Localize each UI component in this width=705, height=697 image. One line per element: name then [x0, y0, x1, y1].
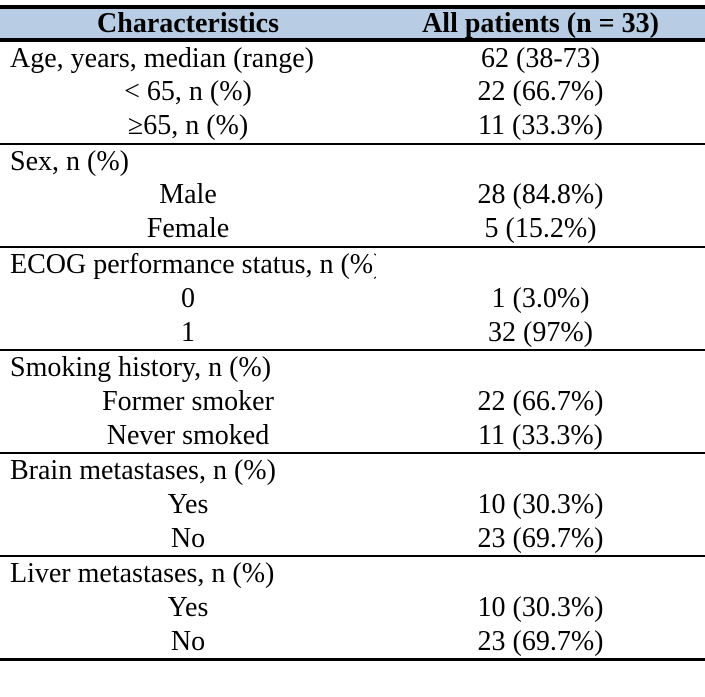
characteristic-cell: Brain metastases, n (%)	[10, 455, 276, 487]
table-row: Sex, n (%)	[0, 144, 705, 178]
value-cell: 10 (30.3%)	[477, 592, 604, 624]
table-row: Liver metastases, n (%)	[0, 556, 705, 590]
value-cell	[376, 453, 705, 487]
characteristic-cell: Liver metastases, n (%)	[10, 558, 275, 590]
value-cell: 1 (3.0%)	[491, 282, 590, 314]
characteristic-cell: Female	[146, 213, 230, 245]
table-row: Male 28 (84.8%)	[0, 178, 705, 212]
characteristic-cell: Male	[159, 179, 217, 211]
table-row: Yes 10 (30.3%)	[0, 487, 705, 521]
value-cell: 32 (97%)	[488, 316, 593, 348]
table-row: < 65, n (%) 22 (66.7%)	[0, 75, 705, 109]
table-row: No 23 (69.7%)	[0, 625, 705, 660]
value-cell	[376, 350, 705, 384]
table-row: Smoking history, n (%)	[0, 350, 705, 384]
column-header-all-patients: All patients (n = 33)	[422, 8, 659, 39]
column-header-characteristics: Characteristics	[97, 8, 279, 39]
table-row: Never smoked 11 (33.3%)	[0, 419, 705, 454]
table-row: 1 32 (97%)	[0, 316, 705, 350]
value-cell	[376, 556, 705, 590]
value-cell: 10 (30.3%)	[477, 488, 604, 520]
value-cell	[376, 144, 705, 178]
table-row: Age, years, median (range) 62 (38-73)	[0, 40, 705, 74]
value-cell	[376, 247, 705, 281]
value-cell: 28 (84.8%)	[477, 179, 604, 211]
table-header-row: Characteristics All patients (n = 33)	[0, 7, 705, 41]
value-cell: 23 (69.7%)	[477, 625, 604, 657]
characteristic-cell: ECOG performance status, n (%)	[10, 248, 376, 280]
table-row: 0 1 (3.0%)	[0, 281, 705, 315]
value-cell: 22 (66.7%)	[477, 76, 604, 108]
table-row: Female 5 (15.2%)	[0, 212, 705, 247]
characteristic-cell: 1	[181, 316, 195, 348]
characteristic-cell: No	[170, 625, 206, 657]
characteristic-cell: Never smoked	[106, 419, 270, 451]
patient-characteristics-table: Characteristics All patients (n = 33) Ag…	[0, 5, 705, 661]
table-row: Former smoker 22 (66.7%)	[0, 384, 705, 418]
value-cell: 62 (38-73)	[481, 42, 600, 74]
characteristic-cell: < 65, n (%)	[124, 76, 252, 108]
characteristic-cell: Yes	[167, 592, 209, 624]
table-row: Yes 10 (30.3%)	[0, 591, 705, 625]
table-row: ECOG performance status, n (%)	[0, 247, 705, 281]
characteristic-cell: Smoking history, n (%)	[10, 351, 272, 383]
table-row: No 23 (69.7%)	[0, 522, 705, 557]
table-row: Brain metastases, n (%)	[0, 453, 705, 487]
characteristic-cell: Age, years, median (range)	[10, 42, 314, 74]
table-row: ≥65, n (%) 11 (33.3%)	[0, 109, 705, 144]
value-cell: 11 (33.3%)	[478, 110, 603, 142]
characteristic-cell: Yes	[167, 488, 209, 520]
characteristic-cell: ≥65, n (%)	[127, 110, 249, 142]
value-cell: 22 (66.7%)	[477, 385, 604, 417]
characteristic-cell: No	[170, 522, 206, 554]
characteristic-cell: 0	[181, 282, 195, 314]
value-cell: 11 (33.3%)	[478, 419, 603, 451]
value-cell: 5 (15.2%)	[484, 213, 597, 245]
characteristic-cell: Former smoker	[102, 385, 274, 417]
value-cell: 23 (69.7%)	[477, 522, 604, 554]
characteristic-cell: Sex, n (%)	[10, 145, 129, 177]
